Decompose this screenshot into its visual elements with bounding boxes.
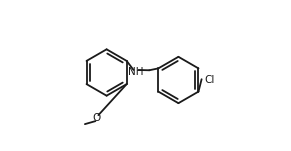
Text: O: O [93,113,101,123]
Text: NH: NH [128,67,143,77]
Text: Cl: Cl [205,75,215,85]
